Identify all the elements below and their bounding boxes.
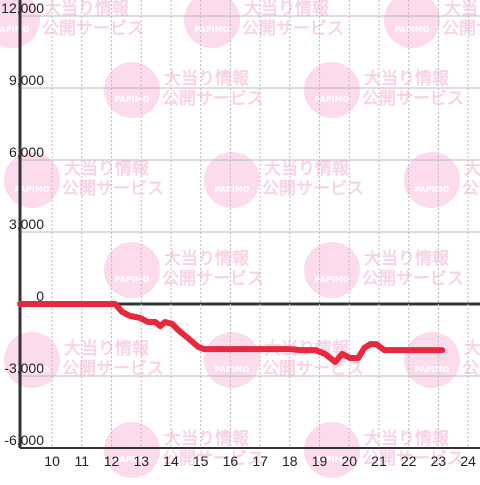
watermark-circle xyxy=(204,332,260,388)
x-tick-label: 11 xyxy=(75,453,90,469)
watermark-text: 大当り情報 xyxy=(444,0,480,19)
watermark-circle xyxy=(104,422,160,478)
watermark-text: 公開サービス xyxy=(62,179,164,199)
watermark-text: 大当り情報 xyxy=(64,158,150,179)
watermark-circle xyxy=(304,62,360,118)
watermark-logo: PAPIMO xyxy=(115,455,150,464)
y-tick-label: 3,000 xyxy=(9,216,44,232)
watermark-text: 大当り情報 xyxy=(264,158,350,179)
watermark-logo: PAPIMO xyxy=(115,95,150,104)
watermark-circle xyxy=(204,152,260,208)
watermark-logo: PAPIMO xyxy=(415,185,450,194)
watermark-text: 公開サービス xyxy=(42,19,144,39)
watermark-logo: PAPIMO xyxy=(315,455,350,464)
watermark-text: 大当り情報 xyxy=(164,428,250,449)
x-tick-label: 14 xyxy=(163,453,179,469)
watermark-logo: PAPIMO xyxy=(395,25,430,34)
watermark-circle xyxy=(404,332,460,388)
watermark-circle xyxy=(4,332,60,388)
watermark-circle xyxy=(384,0,440,48)
watermark-circle xyxy=(184,0,240,48)
y-tick-label: 12,000 xyxy=(1,0,44,16)
watermark-text: 公開サービス xyxy=(362,269,464,289)
watermark-logo: PAPIMO xyxy=(15,365,50,374)
watermark-logo: PAPIMO xyxy=(115,275,150,284)
watermark-text: 大当り情報 xyxy=(364,248,450,269)
x-tick-label: 17 xyxy=(252,453,268,469)
y-tick-label: -6,000 xyxy=(4,432,44,448)
watermark-text: 公開サービス xyxy=(442,19,480,39)
grid xyxy=(18,0,480,449)
watermark-text: 大当り情報 xyxy=(464,158,480,179)
watermark-text: 大当り情報 xyxy=(44,0,130,19)
watermark-logo: PAPIMO xyxy=(195,25,230,34)
watermark-logo: PAPIMO xyxy=(415,365,450,374)
watermark-text: 大当り情報 xyxy=(364,428,450,449)
watermark-logo: PAPIMO xyxy=(215,365,250,374)
watermark-logo: PAPIMO xyxy=(315,95,350,104)
watermark-text: 公開サービス xyxy=(262,179,364,199)
watermark-text: 公開サービス xyxy=(162,449,264,469)
y-tick-label: 6,000 xyxy=(9,144,44,160)
x-tick-label: 20 xyxy=(341,453,357,469)
watermark-text: 公開サービス xyxy=(162,269,264,289)
watermark-logo: PAPIMO xyxy=(15,185,50,194)
watermark-text: 公開サービス xyxy=(262,359,364,379)
watermark-text: 公開サービス xyxy=(462,179,480,199)
y-tick-label: -3,000 xyxy=(4,360,44,376)
watermark-logo: PAPIMO xyxy=(215,185,250,194)
watermark-circle xyxy=(4,152,60,208)
x-tick-label: 18 xyxy=(282,453,298,469)
labels: -6,000 -3,000 0 3,000 6,000 9,000 12,000 10 11 12… xyxy=(1,0,476,469)
watermark-text: 大当り情報 xyxy=(164,68,250,89)
x-tick-label: 16 xyxy=(223,453,239,469)
watermark-circle xyxy=(304,422,360,478)
y-tick-label: 9,000 xyxy=(9,72,44,88)
watermark-text: 大当り情報 xyxy=(64,338,150,359)
watermark-text: 大当り情報 xyxy=(464,338,480,359)
x-tick-label: 10 xyxy=(44,453,60,469)
data-line xyxy=(17,301,446,366)
watermark-logo: PAPIMO xyxy=(315,275,350,284)
watermark-circle xyxy=(404,152,460,208)
watermark-text: 公開サービス xyxy=(462,359,480,379)
x-tick-label: 13 xyxy=(133,453,149,469)
watermark-text: 大当り情報 xyxy=(164,248,250,269)
watermark-text: 大当り情報 xyxy=(244,0,330,19)
x-tick-label: 19 xyxy=(312,453,328,469)
watermark-text: 公開サービス xyxy=(62,359,164,379)
watermark-text: 公開サービス xyxy=(362,449,464,469)
x-tick-label: 23 xyxy=(431,453,447,469)
x-tick-label: 12 xyxy=(104,453,120,469)
watermark-logo: PAPIMO xyxy=(0,25,30,34)
x-tick-label: 22 xyxy=(401,453,417,469)
watermark-circle xyxy=(304,242,360,298)
watermark-text: 大当り情報 xyxy=(364,68,450,89)
x-tick-label: 24 xyxy=(460,453,476,469)
watermark-text: 公開サービス xyxy=(362,89,464,109)
watermark-circle xyxy=(104,62,160,118)
x-tick-label: 15 xyxy=(193,453,209,469)
watermark-text: 公開サービス xyxy=(242,19,344,39)
plot xyxy=(17,301,446,366)
x-tick-label: 21 xyxy=(371,453,387,469)
watermark-circle xyxy=(104,242,160,298)
y-tick-label: 0 xyxy=(36,288,44,304)
watermark-text: 公開サービス xyxy=(162,89,264,109)
